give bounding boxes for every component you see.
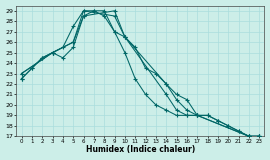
X-axis label: Humidex (Indice chaleur): Humidex (Indice chaleur): [86, 145, 195, 154]
